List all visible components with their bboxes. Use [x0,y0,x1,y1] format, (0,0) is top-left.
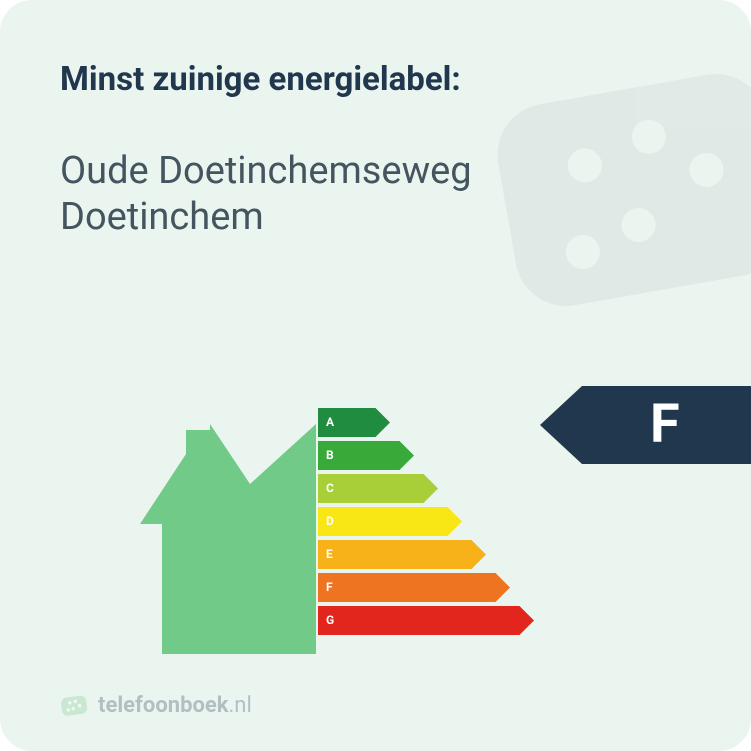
house-icon [140,424,316,654]
address-block: Oude Doetinchemseweg Doetinchem [60,149,691,240]
rating-badge-bg [540,386,751,464]
bar-shape [318,507,462,536]
card-title: Minst zuinige energielabel: [60,60,691,99]
bar-shape [318,573,510,602]
rating-badge: F [540,386,751,464]
bar-label: F [326,573,333,602]
rating-letter: F [650,386,680,464]
brand-tld: .nl [229,693,252,718]
bar-label: D [326,507,334,536]
bar-shape [318,540,486,569]
bar-label: B [326,441,334,470]
brand-name: telefoonboek [98,693,229,718]
info-card: Minst zuinige energielabel: Oude Doetinc… [0,0,751,751]
address-line-1: Oude Doetinchemseweg [60,149,691,195]
bar-label: E [326,540,333,569]
bar-label: A [326,408,334,437]
bar-shape [318,474,438,503]
bar-label: G [326,606,334,635]
bar-shape [318,606,534,635]
brand-text: telefoonboek.nl [98,693,252,718]
content-area: Minst zuinige energielabel: Oude Doetinc… [0,0,751,240]
brand-icon [60,691,88,719]
bar-label: C [326,474,334,503]
footer: telefoonboek.nl [60,691,252,719]
address-line-2: Doetinchem [60,195,691,241]
